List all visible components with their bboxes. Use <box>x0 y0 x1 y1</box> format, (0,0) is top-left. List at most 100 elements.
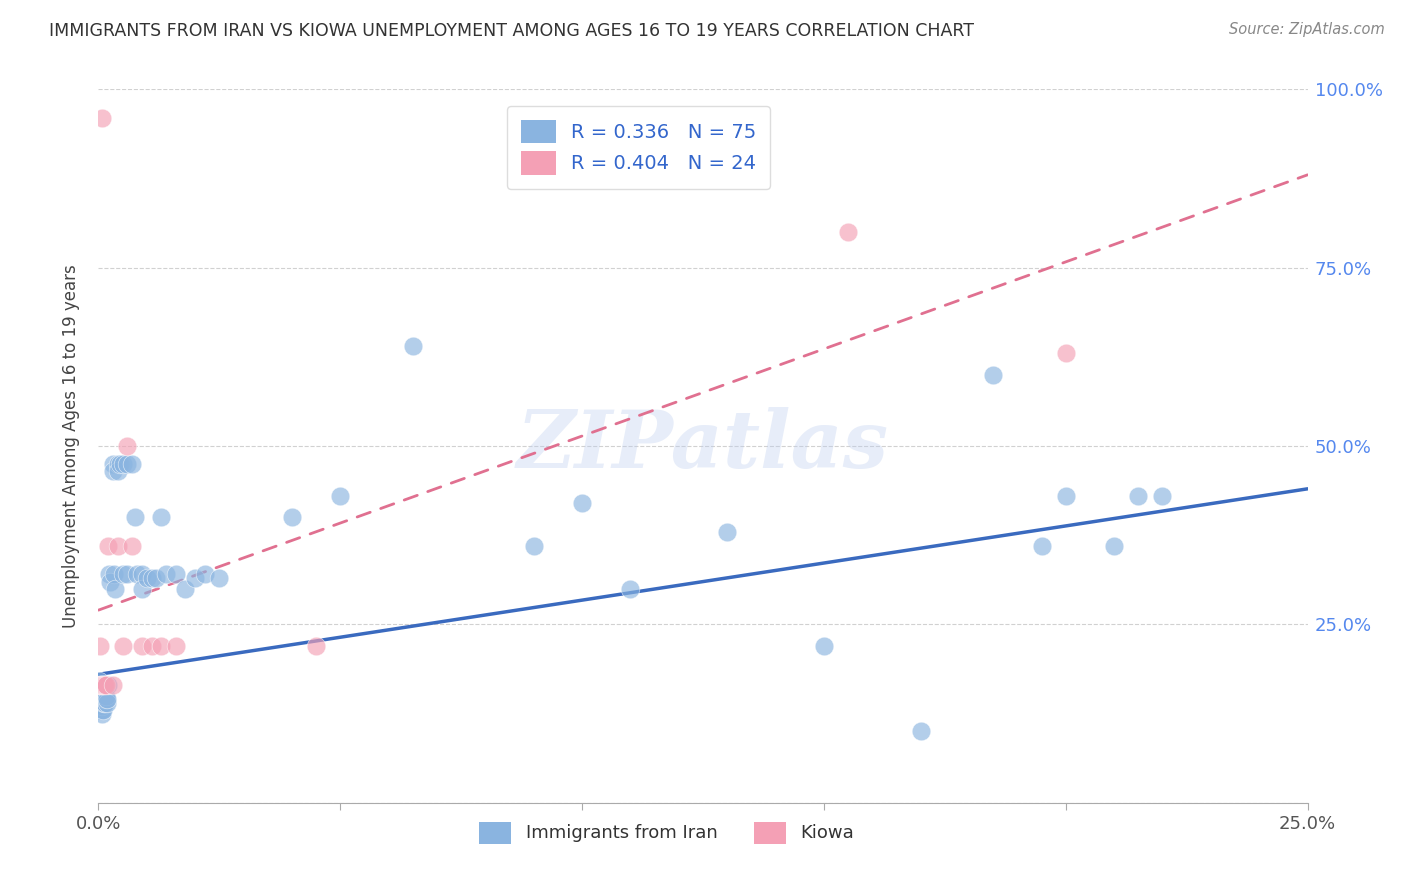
Text: Source: ZipAtlas.com: Source: ZipAtlas.com <box>1229 22 1385 37</box>
Point <box>117 567 139 582</box>
Point <box>101 457 124 471</box>
Point <box>96 696 118 710</box>
Point <box>94 692 117 706</box>
Point <box>94 678 117 692</box>
Point <box>89 639 111 653</box>
Point <box>571 496 593 510</box>
Point <box>89 681 111 696</box>
Point <box>1128 489 1150 503</box>
Point <box>131 639 153 653</box>
Point <box>1054 346 1077 360</box>
Point <box>90 696 112 710</box>
Point <box>329 489 352 503</box>
Point <box>89 685 111 699</box>
Point <box>305 639 328 653</box>
Point <box>91 692 114 706</box>
Point <box>103 567 125 582</box>
Point <box>93 696 115 710</box>
Point <box>107 539 129 553</box>
Point <box>89 685 111 699</box>
Point <box>208 571 231 585</box>
Text: ZIPatlas: ZIPatlas <box>517 408 889 484</box>
Point <box>117 439 139 453</box>
Point <box>141 571 163 585</box>
Point <box>89 703 111 717</box>
Point <box>111 639 134 653</box>
Point <box>89 689 111 703</box>
Point <box>91 678 114 692</box>
Point <box>89 678 111 692</box>
Point <box>121 539 143 553</box>
Point <box>135 571 157 585</box>
Point <box>141 639 163 653</box>
Point <box>91 706 114 721</box>
Point <box>101 464 124 478</box>
Point <box>174 582 197 596</box>
Point <box>97 539 120 553</box>
Point <box>1102 539 1125 553</box>
Point <box>619 582 641 596</box>
Point <box>981 368 1004 382</box>
Point <box>107 464 129 478</box>
Y-axis label: Unemployment Among Ages 16 to 19 years: Unemployment Among Ages 16 to 19 years <box>62 264 80 628</box>
Point <box>90 699 112 714</box>
Point <box>90 678 112 692</box>
Point <box>98 567 121 582</box>
Point <box>184 571 207 585</box>
Point <box>93 678 115 692</box>
Point <box>96 689 118 703</box>
Point <box>131 582 153 596</box>
Point <box>89 674 111 689</box>
Point <box>91 692 114 706</box>
Point <box>194 567 217 582</box>
Text: IMMIGRANTS FROM IRAN VS KIOWA UNEMPLOYMENT AMONG AGES 16 TO 19 YEARS CORRELATION: IMMIGRANTS FROM IRAN VS KIOWA UNEMPLOYME… <box>49 22 974 40</box>
Point <box>97 678 120 692</box>
Point <box>150 510 173 524</box>
Point <box>117 457 139 471</box>
Point <box>111 567 134 582</box>
Point <box>111 457 134 471</box>
Point <box>90 703 112 717</box>
Point <box>523 539 546 553</box>
Point <box>402 339 425 353</box>
Point <box>107 457 129 471</box>
Point <box>145 571 167 585</box>
Point <box>150 639 173 653</box>
Point <box>121 457 143 471</box>
Point <box>96 692 118 706</box>
Point <box>90 692 112 706</box>
Point <box>89 678 111 692</box>
Point <box>98 574 121 589</box>
Point <box>91 699 114 714</box>
Point <box>89 696 111 710</box>
Point <box>93 685 115 699</box>
Point <box>90 703 112 717</box>
Point <box>1152 489 1174 503</box>
Point <box>108 457 131 471</box>
Point <box>93 692 115 706</box>
Point <box>165 639 187 653</box>
Point <box>91 678 114 692</box>
Point <box>90 678 112 692</box>
Point <box>813 639 835 653</box>
Point <box>131 567 153 582</box>
Legend: Immigrants from Iran, Kiowa: Immigrants from Iran, Kiowa <box>464 807 869 858</box>
Point <box>104 582 127 596</box>
Point <box>96 678 118 692</box>
Point <box>837 225 859 239</box>
Point <box>93 689 115 703</box>
Point <box>124 510 146 524</box>
Point <box>93 692 115 706</box>
Point <box>127 567 149 582</box>
Point <box>910 724 932 739</box>
Point <box>91 685 114 699</box>
Point <box>165 567 187 582</box>
Point <box>91 703 114 717</box>
Point <box>94 696 117 710</box>
Point <box>716 524 738 539</box>
Point <box>101 678 124 692</box>
Point <box>91 696 114 710</box>
Point <box>1031 539 1053 553</box>
Point <box>90 696 112 710</box>
Point <box>89 689 111 703</box>
